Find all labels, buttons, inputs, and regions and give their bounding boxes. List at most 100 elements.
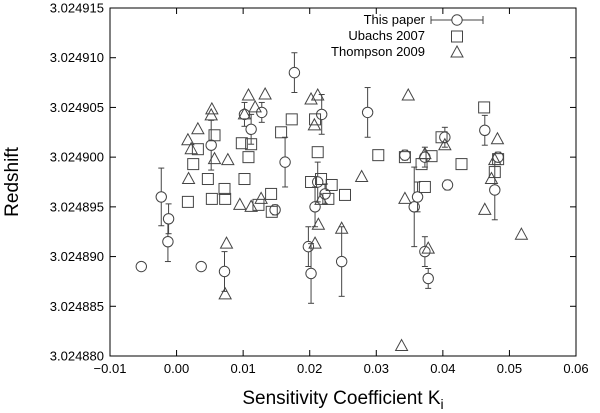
- data-point-thompson-2009: [310, 87, 325, 101]
- data-point-this-paper: [419, 236, 431, 268]
- data-point-ubachs-2007: [218, 182, 231, 195]
- data-point-thompson-2009: [421, 241, 436, 254]
- data-point-ubachs-2007: [265, 187, 278, 200]
- data-point-this-paper: [489, 159, 501, 221]
- data-point-this-paper: [408, 166, 420, 248]
- data-point-this-paper: [439, 126, 451, 148]
- data-point-thompson-2009: [314, 192, 328, 205]
- data-point-ubachs-2007: [338, 188, 351, 201]
- data-point-ubachs-2007: [208, 129, 221, 142]
- circle-marker: [335, 255, 348, 268]
- circle-marker: [479, 124, 491, 136]
- data-point-ubachs-2007: [235, 137, 248, 150]
- x-tick-label: 0.00: [164, 361, 189, 376]
- data-point-this-paper: [302, 226, 315, 268]
- data-point-ubachs-2007: [187, 158, 200, 171]
- circle-marker: [422, 272, 434, 285]
- data-point-ubachs-2007: [201, 173, 214, 186]
- data-point-ubachs-2007: [245, 138, 258, 151]
- y-tick-label: 3.024915: [50, 1, 104, 16]
- data-point-this-paper: [155, 167, 167, 227]
- legend-label-thompson-2009: Thompson 2009: [331, 44, 425, 59]
- circle-marker: [408, 201, 420, 213]
- y-tick-label: 3.024900: [50, 150, 104, 165]
- circle-marker: [361, 106, 374, 119]
- data-point-thompson-2009: [490, 131, 505, 145]
- x-axis-label: Sensitivity Coefficient Ki: [242, 388, 443, 412]
- data-point-this-paper: [288, 52, 301, 94]
- data-point-ubachs-2007: [191, 143, 204, 156]
- circle-marker: [312, 176, 324, 188]
- data-point-thompson-2009: [219, 236, 234, 249]
- circle-marker: [441, 179, 454, 191]
- x-tick-label: 0.02: [297, 361, 322, 376]
- data-point-ubachs-2007: [252, 198, 265, 211]
- data-point-thompson-2009: [181, 132, 195, 146]
- legend-label-ubachs-2007: Ubachs 2007: [348, 28, 425, 43]
- data-point-ubachs-2007: [305, 176, 318, 188]
- circle-marker: [439, 131, 451, 143]
- data-point-this-paper: [361, 87, 374, 138]
- data-marks: [135, 52, 529, 352]
- data-point-this-paper: [411, 181, 424, 213]
- data-point-thompson-2009: [401, 87, 416, 101]
- data-point-ubachs-2007: [219, 192, 232, 205]
- data-point-thompson-2009: [218, 286, 233, 300]
- data-point-thompson-2009: [307, 117, 322, 131]
- data-point-this-paper: [205, 119, 217, 171]
- data-point-thompson-2009: [334, 221, 349, 234]
- legend: This paper Ubachs 2007 Thompson 2009: [331, 12, 484, 59]
- data-point-ubachs-2007: [372, 149, 385, 162]
- data-point-thompson-2009: [237, 106, 252, 120]
- data-point-this-paper: [162, 203, 175, 235]
- data-point-ubachs-2007: [242, 151, 255, 164]
- legend-sample-ubachs-2007: [451, 30, 463, 43]
- y-tick-label: 3.024895: [50, 199, 104, 214]
- data-point-thompson-2009: [484, 171, 499, 185]
- data-point-ubachs-2007: [455, 158, 468, 171]
- data-point-ubachs-2007: [285, 113, 298, 126]
- data-point-thompson-2009: [308, 236, 322, 249]
- data-point-thompson-2009: [418, 146, 432, 160]
- axis-ticks: −0.01 0.00 0.01 0.02 0.03 0.04 0.05 0.06 3.02488…: [50, 1, 589, 377]
- circle-marker: [309, 201, 321, 213]
- circle-marker: [419, 245, 431, 258]
- data-point-thompson-2009: [207, 151, 222, 165]
- x-tick-label: 0.06: [563, 361, 588, 376]
- data-point-thompson-2009: [184, 141, 199, 155]
- data-point-this-paper: [479, 114, 491, 146]
- circle-marker: [162, 213, 175, 225]
- data-point-thompson-2009: [241, 87, 256, 101]
- data-point-ubachs-2007: [205, 192, 218, 205]
- data-point-ubachs-2007: [418, 180, 431, 193]
- y-tick-label: 3.024910: [50, 50, 104, 65]
- data-point-thompson-2009: [394, 338, 409, 352]
- data-point-ubachs-2007: [425, 150, 438, 163]
- y-tick-label: 3.024885: [50, 299, 104, 314]
- data-point-ubachs-2007: [309, 113, 322, 126]
- data-point-thompson-2009: [311, 217, 326, 230]
- circle-marker: [218, 265, 231, 278]
- y-tick-label: 3.024890: [50, 249, 104, 264]
- y-tick-label: 3.024905: [50, 100, 104, 115]
- data-point-this-paper: [135, 260, 147, 273]
- legend-sample-thompson-2009: [450, 44, 464, 58]
- data-point-thompson-2009: [232, 197, 247, 210]
- data-point-this-paper: [218, 251, 231, 292]
- plot-frame: [109, 7, 577, 357]
- data-point-ubachs-2007: [325, 178, 338, 191]
- data-point-thompson-2009: [514, 227, 529, 240]
- x-tick-label: −0.01: [94, 361, 127, 376]
- data-point-this-paper: [335, 226, 348, 297]
- data-point-thompson-2009: [258, 86, 272, 100]
- data-point-thompson-2009: [304, 91, 318, 105]
- data-point-thompson-2009: [205, 101, 219, 115]
- x-tick-label: 0.05: [497, 361, 522, 376]
- circle-marker: [411, 191, 424, 203]
- data-point-ubachs-2007: [238, 173, 251, 186]
- legend-sample-this-paper: [430, 14, 484, 26]
- x-tick-label: 0.03: [364, 361, 389, 376]
- circle-marker: [305, 267, 317, 280]
- data-point-this-paper: [441, 179, 454, 191]
- circle-marker: [135, 260, 147, 273]
